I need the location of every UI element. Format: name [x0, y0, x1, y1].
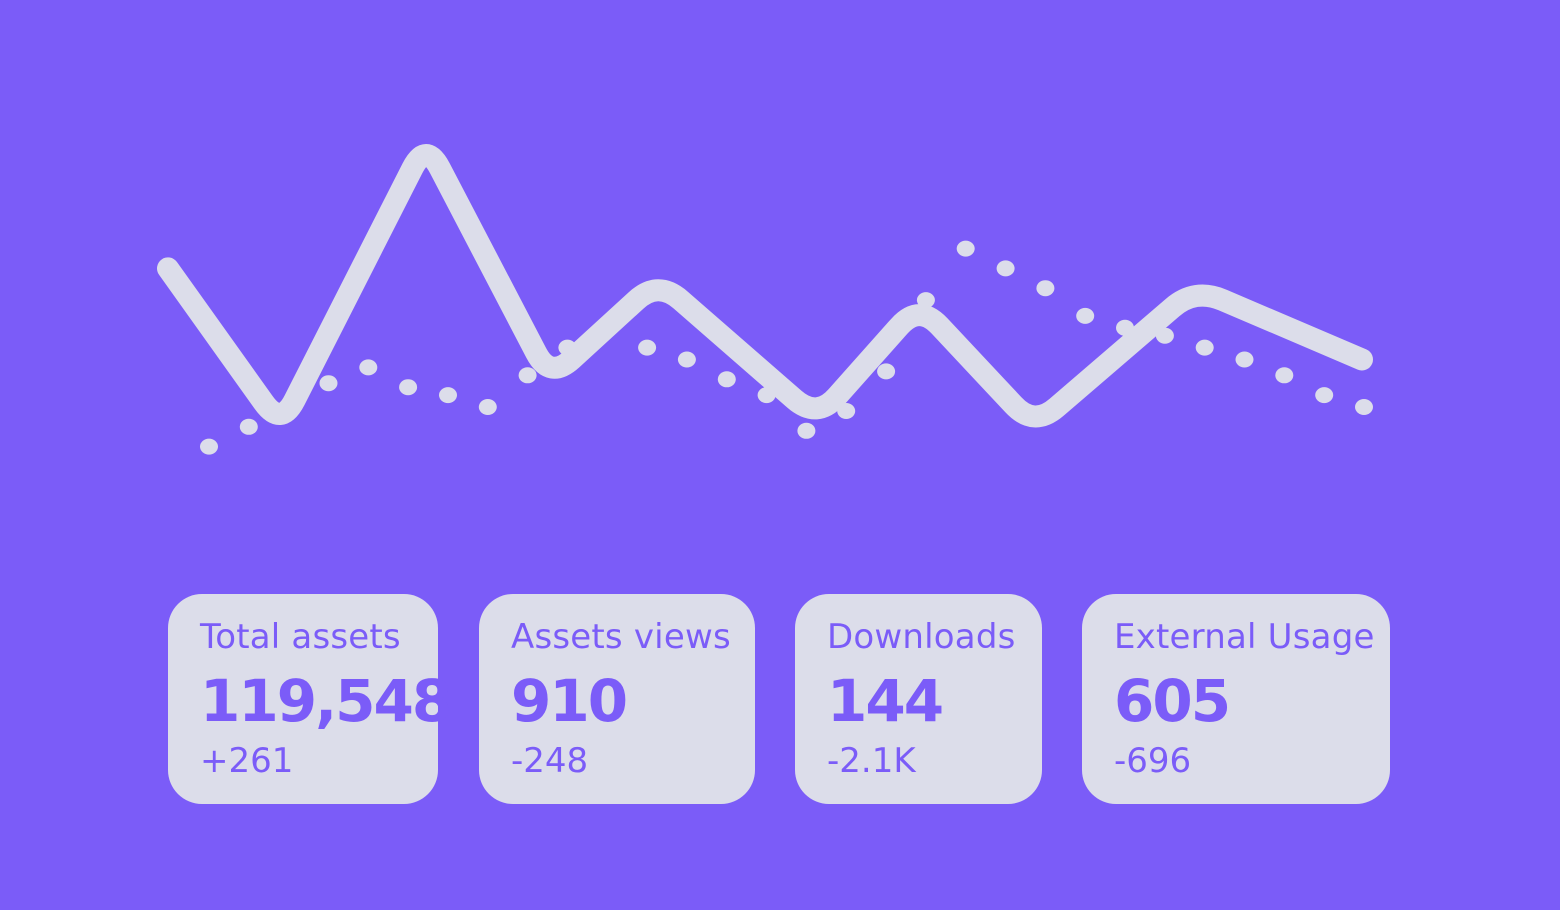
dotted-series-point — [717, 371, 736, 388]
dotted-series-point — [996, 260, 1015, 277]
dotted-series-point — [877, 363, 896, 380]
metric-card-assets-views: Assets views 910 -248 — [479, 594, 755, 804]
metric-value: 605 — [1114, 667, 1231, 735]
metric-label: Assets views — [511, 617, 731, 657]
metric-cards: Total assets 119,548 +261 Assets views 9… — [0, 594, 1560, 804]
dotted-series-point — [518, 367, 537, 384]
dotted-series-point — [359, 359, 378, 376]
metric-value: 910 — [511, 667, 628, 735]
metric-delta: +261 — [200, 741, 294, 781]
dotted-series-point — [319, 375, 338, 392]
trend-chart — [157, 144, 1373, 455]
dotted-series-point — [916, 292, 935, 309]
dotted-series-point — [1355, 399, 1373, 415]
metric-card-total-assets: Total assets 119,548 +261 — [168, 594, 452, 804]
dotted-series-point — [677, 351, 696, 368]
solid-series-line — [157, 144, 1373, 428]
metric-value: 119,548 — [200, 667, 452, 735]
dotted-series-point — [478, 399, 497, 415]
metric-label: Total assets — [200, 617, 401, 657]
metric-card-downloads: Downloads 144 -2.1K — [795, 594, 1042, 804]
dotted-series — [200, 240, 1373, 455]
metric-value: 144 — [827, 667, 944, 735]
dotted-series-point — [399, 379, 418, 396]
dotted-series-point — [1076, 307, 1095, 324]
dotted-series-point — [1275, 367, 1294, 384]
dotted-series-point — [1036, 280, 1055, 297]
dotted-series-point — [439, 387, 457, 404]
dotted-series-point — [1195, 339, 1214, 356]
dotted-series-point — [200, 438, 218, 455]
metric-card-external-usage: External Usage 605 -696 — [1082, 594, 1390, 804]
dotted-series-point — [956, 240, 975, 257]
metric-delta: -2.1K — [827, 741, 916, 781]
dotted-series-point — [1315, 387, 1334, 404]
dotted-series-point — [1235, 351, 1254, 368]
metric-label: Downloads — [827, 617, 1016, 657]
dotted-series-point — [239, 418, 258, 435]
metric-delta: -248 — [511, 741, 589, 781]
dotted-series-point — [638, 339, 657, 356]
metric-delta: -696 — [1114, 741, 1192, 781]
dotted-series-point — [797, 422, 816, 439]
metric-label: External Usage — [1114, 617, 1375, 657]
